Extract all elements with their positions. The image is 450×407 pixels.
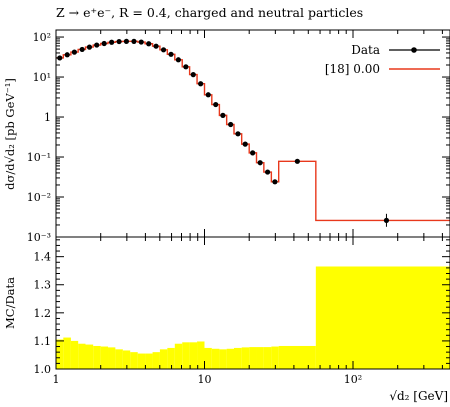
y-tick-label: 10¹ — [33, 71, 51, 84]
data-point — [131, 38, 137, 44]
x-tick-label: 1 — [53, 373, 60, 386]
data-point — [235, 131, 241, 137]
ratio-band-bin — [100, 346, 109, 369]
ratio-band-bin — [211, 348, 220, 369]
ratio-band-bin — [197, 341, 205, 369]
ratio-y-tick-label: 1.1 — [34, 335, 52, 348]
ratio-band-bin — [182, 342, 190, 369]
ratio-band-bin — [204, 347, 212, 369]
ratio-band-bin — [226, 348, 234, 369]
y-tick-label: 1 — [44, 111, 51, 124]
legend-label-data: Data — [351, 43, 380, 57]
ratio-band-bin — [137, 353, 146, 369]
ratio-band-bin — [108, 347, 116, 369]
ratio-band-bin — [145, 353, 153, 369]
data-point — [190, 72, 196, 78]
ratio-uncertainty-band — [56, 266, 450, 369]
ratio-band-bin — [271, 346, 279, 369]
x-tick-label: 10 — [197, 373, 211, 386]
ratio-band-bin — [130, 352, 138, 369]
ratio-band-bin — [241, 347, 250, 369]
main-plot-panel: 10² 10¹ 1 10⁻¹ 10⁻² 10⁻³ dσ/d√d₂ [pb GeV⁻¹] D… — [3, 29, 450, 244]
data-point — [116, 38, 122, 45]
x-axis-title: √d₂ [GeV] — [389, 389, 448, 403]
data-point — [153, 43, 159, 49]
data-points-layer — [57, 38, 390, 227]
ratio-band-bin — [249, 347, 257, 369]
ratio-plot-frame — [55, 236, 450, 370]
data-point — [183, 64, 189, 70]
data-point — [272, 179, 278, 185]
ratio-band-bin — [78, 343, 86, 369]
ratio-band-bin — [256, 347, 264, 369]
data-point — [64, 52, 70, 58]
data-point — [383, 217, 390, 224]
data-point — [220, 112, 226, 118]
ratio-band-bin — [233, 347, 242, 369]
ratio-band-bin — [315, 266, 450, 369]
data-point — [123, 38, 130, 44]
data-point — [228, 121, 234, 128]
data-point — [250, 150, 256, 156]
y-tick-label: 10⁻¹ — [27, 151, 51, 164]
ratio-band-bin — [174, 343, 183, 369]
data-point — [146, 41, 152, 47]
ratio-band-bin — [189, 342, 198, 369]
data-point — [175, 57, 181, 63]
ratio-band-bin — [63, 337, 71, 369]
ratio-band-bin — [278, 345, 316, 369]
data-point — [138, 39, 144, 45]
ratio-y-tick-label: 1.4 — [34, 251, 52, 264]
data-point — [168, 51, 174, 57]
ratio-band-bin — [152, 352, 160, 369]
ratio-y-tick-label: 1.3 — [34, 279, 52, 292]
ratio-band-bin — [167, 347, 175, 369]
data-point — [205, 92, 211, 98]
ratio-band-bin — [70, 340, 79, 369]
data-point — [294, 158, 300, 164]
legend: Data [18] 0.00 — [325, 43, 440, 76]
ratio-band-bin — [93, 345, 101, 369]
ratio-panel: 1.0 1.1 1.2 1.3 1.4 MC/Data — [3, 236, 450, 376]
data-point — [160, 47, 167, 53]
data-point — [79, 46, 85, 53]
y-tick-label: 10² — [33, 31, 51, 44]
data-point — [86, 44, 93, 50]
ratio-band-bin — [56, 339, 64, 369]
data-point — [94, 42, 100, 48]
data-point — [101, 40, 107, 47]
data-point — [109, 39, 115, 45]
ratio-band-bin — [219, 349, 227, 369]
data-point — [242, 141, 248, 147]
chart-title: Z → e⁺e⁻, R = 0.4, charged and neutral p… — [56, 5, 363, 20]
ratio-band-bin — [263, 347, 272, 369]
y-tick-label: 10⁻³ — [27, 231, 51, 244]
data-point — [213, 101, 219, 108]
ratio-band-bin — [122, 350, 131, 369]
ratio-band-bin — [115, 349, 123, 369]
ratio-y-tick-label: 1.0 — [34, 363, 52, 376]
ratio-y-axis-title: MC/Data — [3, 277, 17, 329]
legend-label-prediction: [18] 0.00 — [325, 62, 380, 76]
data-point — [198, 81, 204, 87]
y-axis-title: dσ/d√d₂ [pb GeV⁻¹] — [3, 78, 17, 190]
data-point — [264, 169, 271, 175]
x-tick-label: 10² — [344, 373, 362, 386]
legend-marker-data-point — [411, 47, 417, 53]
ratio-band-bin — [159, 349, 168, 369]
ratio-band-bin — [85, 344, 94, 369]
y-tick-label: 10⁻² — [27, 191, 51, 204]
ratio-y-tick-label: 1.2 — [34, 307, 52, 320]
data-point — [71, 49, 77, 55]
main-plot-frame — [55, 29, 450, 238]
prediction-step-path — [56, 40, 450, 222]
data-point — [257, 160, 263, 166]
prediction-step-line — [56, 40, 450, 222]
